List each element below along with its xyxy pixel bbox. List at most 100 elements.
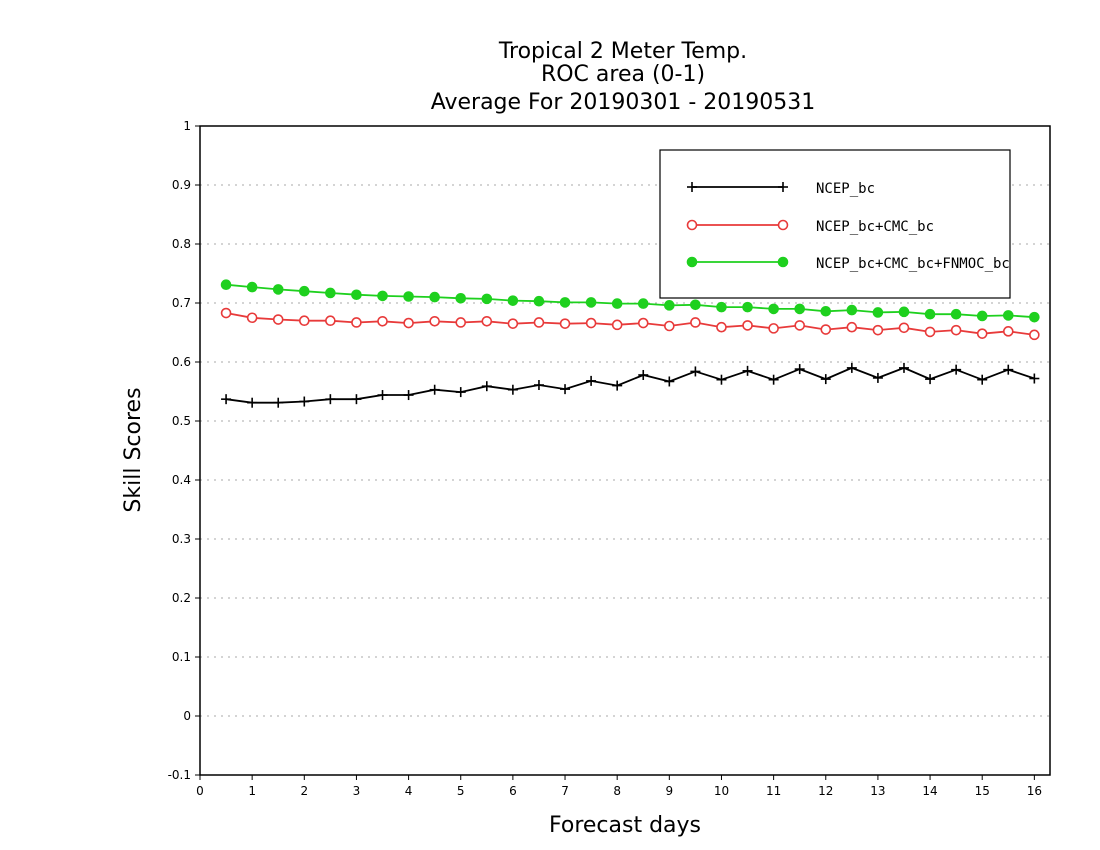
data-point <box>846 304 858 316</box>
legend-sample-marker <box>687 182 697 192</box>
data-point <box>1029 373 1040 384</box>
data-point <box>612 380 623 391</box>
series-line <box>225 312 1035 336</box>
data-point <box>351 394 362 405</box>
data-point <box>794 303 805 315</box>
legend-sample-marker <box>778 182 788 192</box>
data-point <box>351 317 362 328</box>
data-point <box>298 285 310 297</box>
y-tick-label: -0.1 <box>168 768 191 782</box>
data-point <box>272 314 284 325</box>
data-point <box>507 295 519 306</box>
data-point <box>611 298 623 309</box>
data-point <box>1003 364 1014 375</box>
chart-title-line-2: ROC area (0-1) <box>541 62 705 87</box>
series <box>220 279 1040 408</box>
data-point <box>1029 311 1040 323</box>
series-3 <box>220 279 1040 323</box>
data-point <box>768 303 779 315</box>
data-point <box>924 308 936 320</box>
x-tick-label: 15 <box>975 784 990 798</box>
data-point <box>455 292 467 304</box>
x-tick-label: 1 <box>248 784 256 798</box>
data-point <box>898 306 910 318</box>
data-point <box>1002 310 1014 321</box>
data-point <box>533 295 545 307</box>
data-point <box>664 376 675 387</box>
data-point <box>1029 329 1040 341</box>
data-point <box>325 394 336 405</box>
data-point <box>820 305 832 317</box>
data-point <box>403 317 414 329</box>
x-tick-label: 6 <box>509 784 517 798</box>
x-axis-ticks: 0 1 2 3 4 5 6 7 8 9 10 11 12 13 14 15 16 <box>196 775 1042 798</box>
data-point <box>481 381 492 392</box>
data-point <box>820 324 832 335</box>
data-point <box>742 320 753 331</box>
y-tick-label: 0 <box>183 709 191 723</box>
y-tick-label: 1 <box>183 119 191 133</box>
y-tick-label: 0.6 <box>172 355 191 369</box>
data-point <box>377 290 388 302</box>
data-point <box>768 323 779 334</box>
x-tick-label: 13 <box>870 784 885 798</box>
y-tick-label: 0.5 <box>172 414 191 428</box>
data-point <box>272 284 284 295</box>
x-tick-label: 8 <box>613 784 621 798</box>
data-point <box>246 281 258 293</box>
data-point <box>298 315 310 327</box>
data-point <box>664 320 675 332</box>
x-tick-label: 0 <box>196 784 204 798</box>
data-point <box>976 310 988 322</box>
data-point <box>560 384 571 395</box>
data-point <box>1002 326 1014 337</box>
data-point <box>221 394 232 405</box>
data-point <box>872 324 884 336</box>
data-point <box>742 365 753 376</box>
data-point <box>507 318 519 329</box>
data-point <box>768 374 779 385</box>
plot-frame <box>199 125 1051 776</box>
legend-sample-marker <box>686 256 698 268</box>
x-tick-label: 5 <box>457 784 465 798</box>
legend-sample-marker <box>686 219 698 231</box>
data-point <box>377 390 388 401</box>
data-point <box>950 308 962 320</box>
data-point <box>716 321 727 333</box>
legend-label-ncep-bc: NCEP_bc <box>816 181 875 197</box>
x-tick-label: 9 <box>666 784 674 798</box>
y-tick-label: 0.7 <box>172 296 191 310</box>
y-tick-label: 0.2 <box>172 591 191 605</box>
series-1 <box>221 362 1040 408</box>
data-point <box>898 322 910 334</box>
legend: NCEP_bc NCEP_bc+CMC_bc NCEP_bc+CMC_bc+FN… <box>659 149 1011 299</box>
data-point <box>299 396 310 407</box>
data-point <box>846 362 857 373</box>
data-point <box>429 291 440 303</box>
data-point <box>559 297 571 308</box>
data-point <box>403 390 414 401</box>
data-point <box>872 372 883 383</box>
legend-sample-marker <box>777 219 789 231</box>
data-point <box>559 318 571 329</box>
chart-title-line-3: Average For 20190301 - 20190531 <box>431 90 816 115</box>
legend-samples <box>686 182 789 268</box>
x-tick-label: 4 <box>405 784 413 798</box>
y-axis-ticks: -0.1 0 0.1 0.2 0.3 0.4 0.5 0.6 0.7 0.8 0.9 1 <box>168 119 200 782</box>
x-tick-label: 3 <box>353 784 361 798</box>
data-point <box>898 362 909 373</box>
data-point <box>586 375 597 386</box>
data-point <box>925 374 936 385</box>
data-point <box>273 397 284 408</box>
legend-label-ncep-cmc-fnmoc: NCEP_bc+CMC_bc+FNMOC_bc <box>816 256 1010 272</box>
data-point <box>951 364 962 375</box>
data-point <box>846 321 858 333</box>
chart-title: Tropical 2 Meter Temp. ROC area (0-1) Av… <box>431 39 816 115</box>
data-point <box>716 301 727 313</box>
data-point <box>247 397 258 408</box>
grid-lines <box>200 184 1050 717</box>
y-tick-label: 0.9 <box>172 178 191 192</box>
x-axis-label: Forecast days <box>549 813 701 838</box>
legend-label-ncep-cmc: NCEP_bc+CMC_bc <box>816 219 934 235</box>
